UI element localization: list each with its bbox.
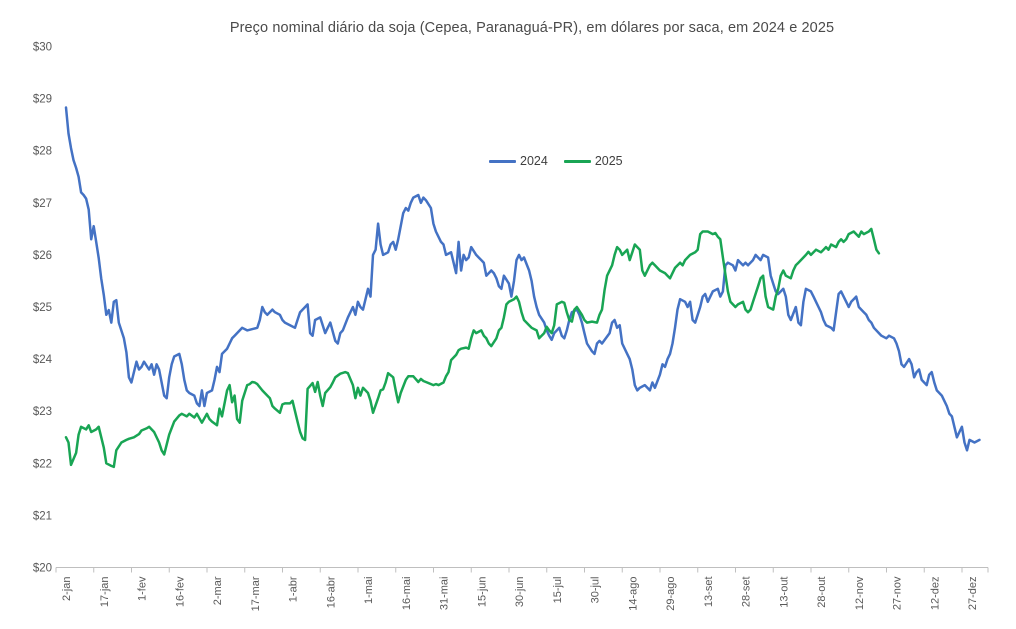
y-axis-label: $26	[33, 250, 52, 262]
y-axis-label: $21	[33, 510, 52, 522]
x-axis-label: 30-jul	[590, 577, 602, 604]
series-line-2024	[64, 106, 981, 452]
x-axis-label: 31-mai	[439, 577, 451, 611]
y-axis-label: $23	[33, 406, 52, 418]
x-axis-label: 1-fev	[137, 576, 149, 601]
x-axis-label: 12-dez	[929, 577, 941, 611]
legend: 2024 2025	[489, 154, 623, 168]
y-axis-label: $20	[33, 563, 52, 575]
y-axis-label: $28	[33, 146, 52, 158]
y-axis-label: $25	[33, 302, 52, 314]
legend-line-swatch-2024	[489, 159, 516, 163]
y-axis-label: $24	[33, 354, 53, 366]
x-axis-label: 15-jun	[476, 577, 488, 608]
chart-title: Preço nominal diário da soja (Cepea, Par…	[229, 20, 835, 36]
x-axis-label: 16-fev	[174, 576, 186, 607]
y-axis-label: $30	[33, 42, 52, 54]
x-axis-label: 15-jul	[552, 577, 564, 604]
x-axis-label: 27-nov	[892, 576, 904, 610]
x-axis-label: 17-jan	[99, 577, 111, 608]
x-axis-label: 29-ago	[665, 577, 677, 611]
x-axis-label: 28-set	[741, 577, 753, 608]
x-axis-label: 1-abr	[288, 576, 300, 602]
x-axis-label: 13-set	[703, 577, 715, 608]
series-line-2025	[64, 227, 881, 469]
legend-label-2024: 2024	[520, 154, 548, 168]
legend-label-2025: 2025	[594, 154, 623, 168]
y-axis-label: $22	[33, 458, 52, 470]
y-axis-label: $29	[33, 94, 52, 106]
x-axis-label: 27-dez	[967, 577, 979, 611]
legend-item-2024: 2024	[489, 154, 548, 168]
x-axis-label: 28-out	[816, 577, 828, 608]
x-axis-label: 16-mai	[401, 577, 413, 611]
x-axis-label: 16-abr	[325, 576, 337, 608]
x-axis-label: 14-ago	[627, 577, 639, 611]
legend-line-swatch-2025	[563, 159, 591, 163]
x-axis-label: 12-nov	[854, 576, 866, 610]
x-axis-label: 2-mar	[212, 576, 224, 605]
legend-item-2025: 2025	[563, 154, 623, 168]
x-axis-label: 13-out	[778, 577, 790, 608]
x-axis-label: 17-mar	[250, 576, 262, 611]
x-axis-label: 1-mai	[363, 577, 375, 605]
y-axis-label: $27	[33, 198, 52, 210]
x-axis-label: 2-jan	[61, 577, 73, 601]
x-axis-label: 30-jun	[514, 577, 526, 608]
